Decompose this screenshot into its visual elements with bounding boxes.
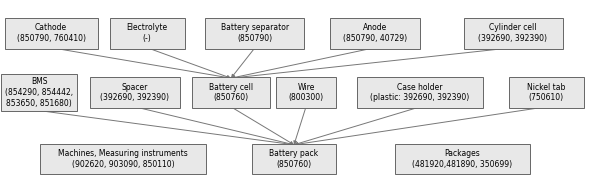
FancyBboxPatch shape xyxy=(509,77,583,108)
Text: Cylinder cell
(392690, 392390): Cylinder cell (392690, 392390) xyxy=(479,23,548,43)
FancyBboxPatch shape xyxy=(40,144,206,174)
Text: Wire
(800300): Wire (800300) xyxy=(289,83,323,102)
FancyBboxPatch shape xyxy=(330,18,420,48)
Text: Case holder
(plastic: 392690, 392390): Case holder (plastic: 392690, 392390) xyxy=(370,83,470,102)
FancyBboxPatch shape xyxy=(205,18,304,48)
Text: Anode
(850790, 40729): Anode (850790, 40729) xyxy=(343,23,407,43)
FancyBboxPatch shape xyxy=(395,144,530,174)
FancyBboxPatch shape xyxy=(1,73,77,111)
Text: Machines, Measuring instruments
(902620, 903090, 850110): Machines, Measuring instruments (902620,… xyxy=(58,149,188,169)
Text: Spacer
(392690, 392390): Spacer (392690, 392390) xyxy=(101,83,170,102)
FancyBboxPatch shape xyxy=(5,18,97,48)
Text: Battery cell
(850760): Battery cell (850760) xyxy=(209,83,253,102)
FancyBboxPatch shape xyxy=(192,77,270,108)
Text: Packages
(481920,481890, 350699): Packages (481920,481890, 350699) xyxy=(412,149,512,169)
FancyBboxPatch shape xyxy=(90,77,180,108)
Text: Nickel tab
(750610): Nickel tab (750610) xyxy=(527,83,565,102)
FancyBboxPatch shape xyxy=(357,77,483,108)
Text: Battery separator
(850790): Battery separator (850790) xyxy=(221,23,289,43)
Text: Battery pack
(850760): Battery pack (850760) xyxy=(269,149,319,169)
FancyBboxPatch shape xyxy=(252,144,336,174)
FancyBboxPatch shape xyxy=(464,18,563,48)
FancyBboxPatch shape xyxy=(110,18,185,48)
Text: BMS
(854290, 854442,
853650, 851680): BMS (854290, 854442, 853650, 851680) xyxy=(5,77,73,108)
Text: Electrolyte
(-): Electrolyte (-) xyxy=(127,23,167,43)
FancyBboxPatch shape xyxy=(276,77,336,108)
Text: Cathode
(850790, 760410): Cathode (850790, 760410) xyxy=(17,23,86,43)
